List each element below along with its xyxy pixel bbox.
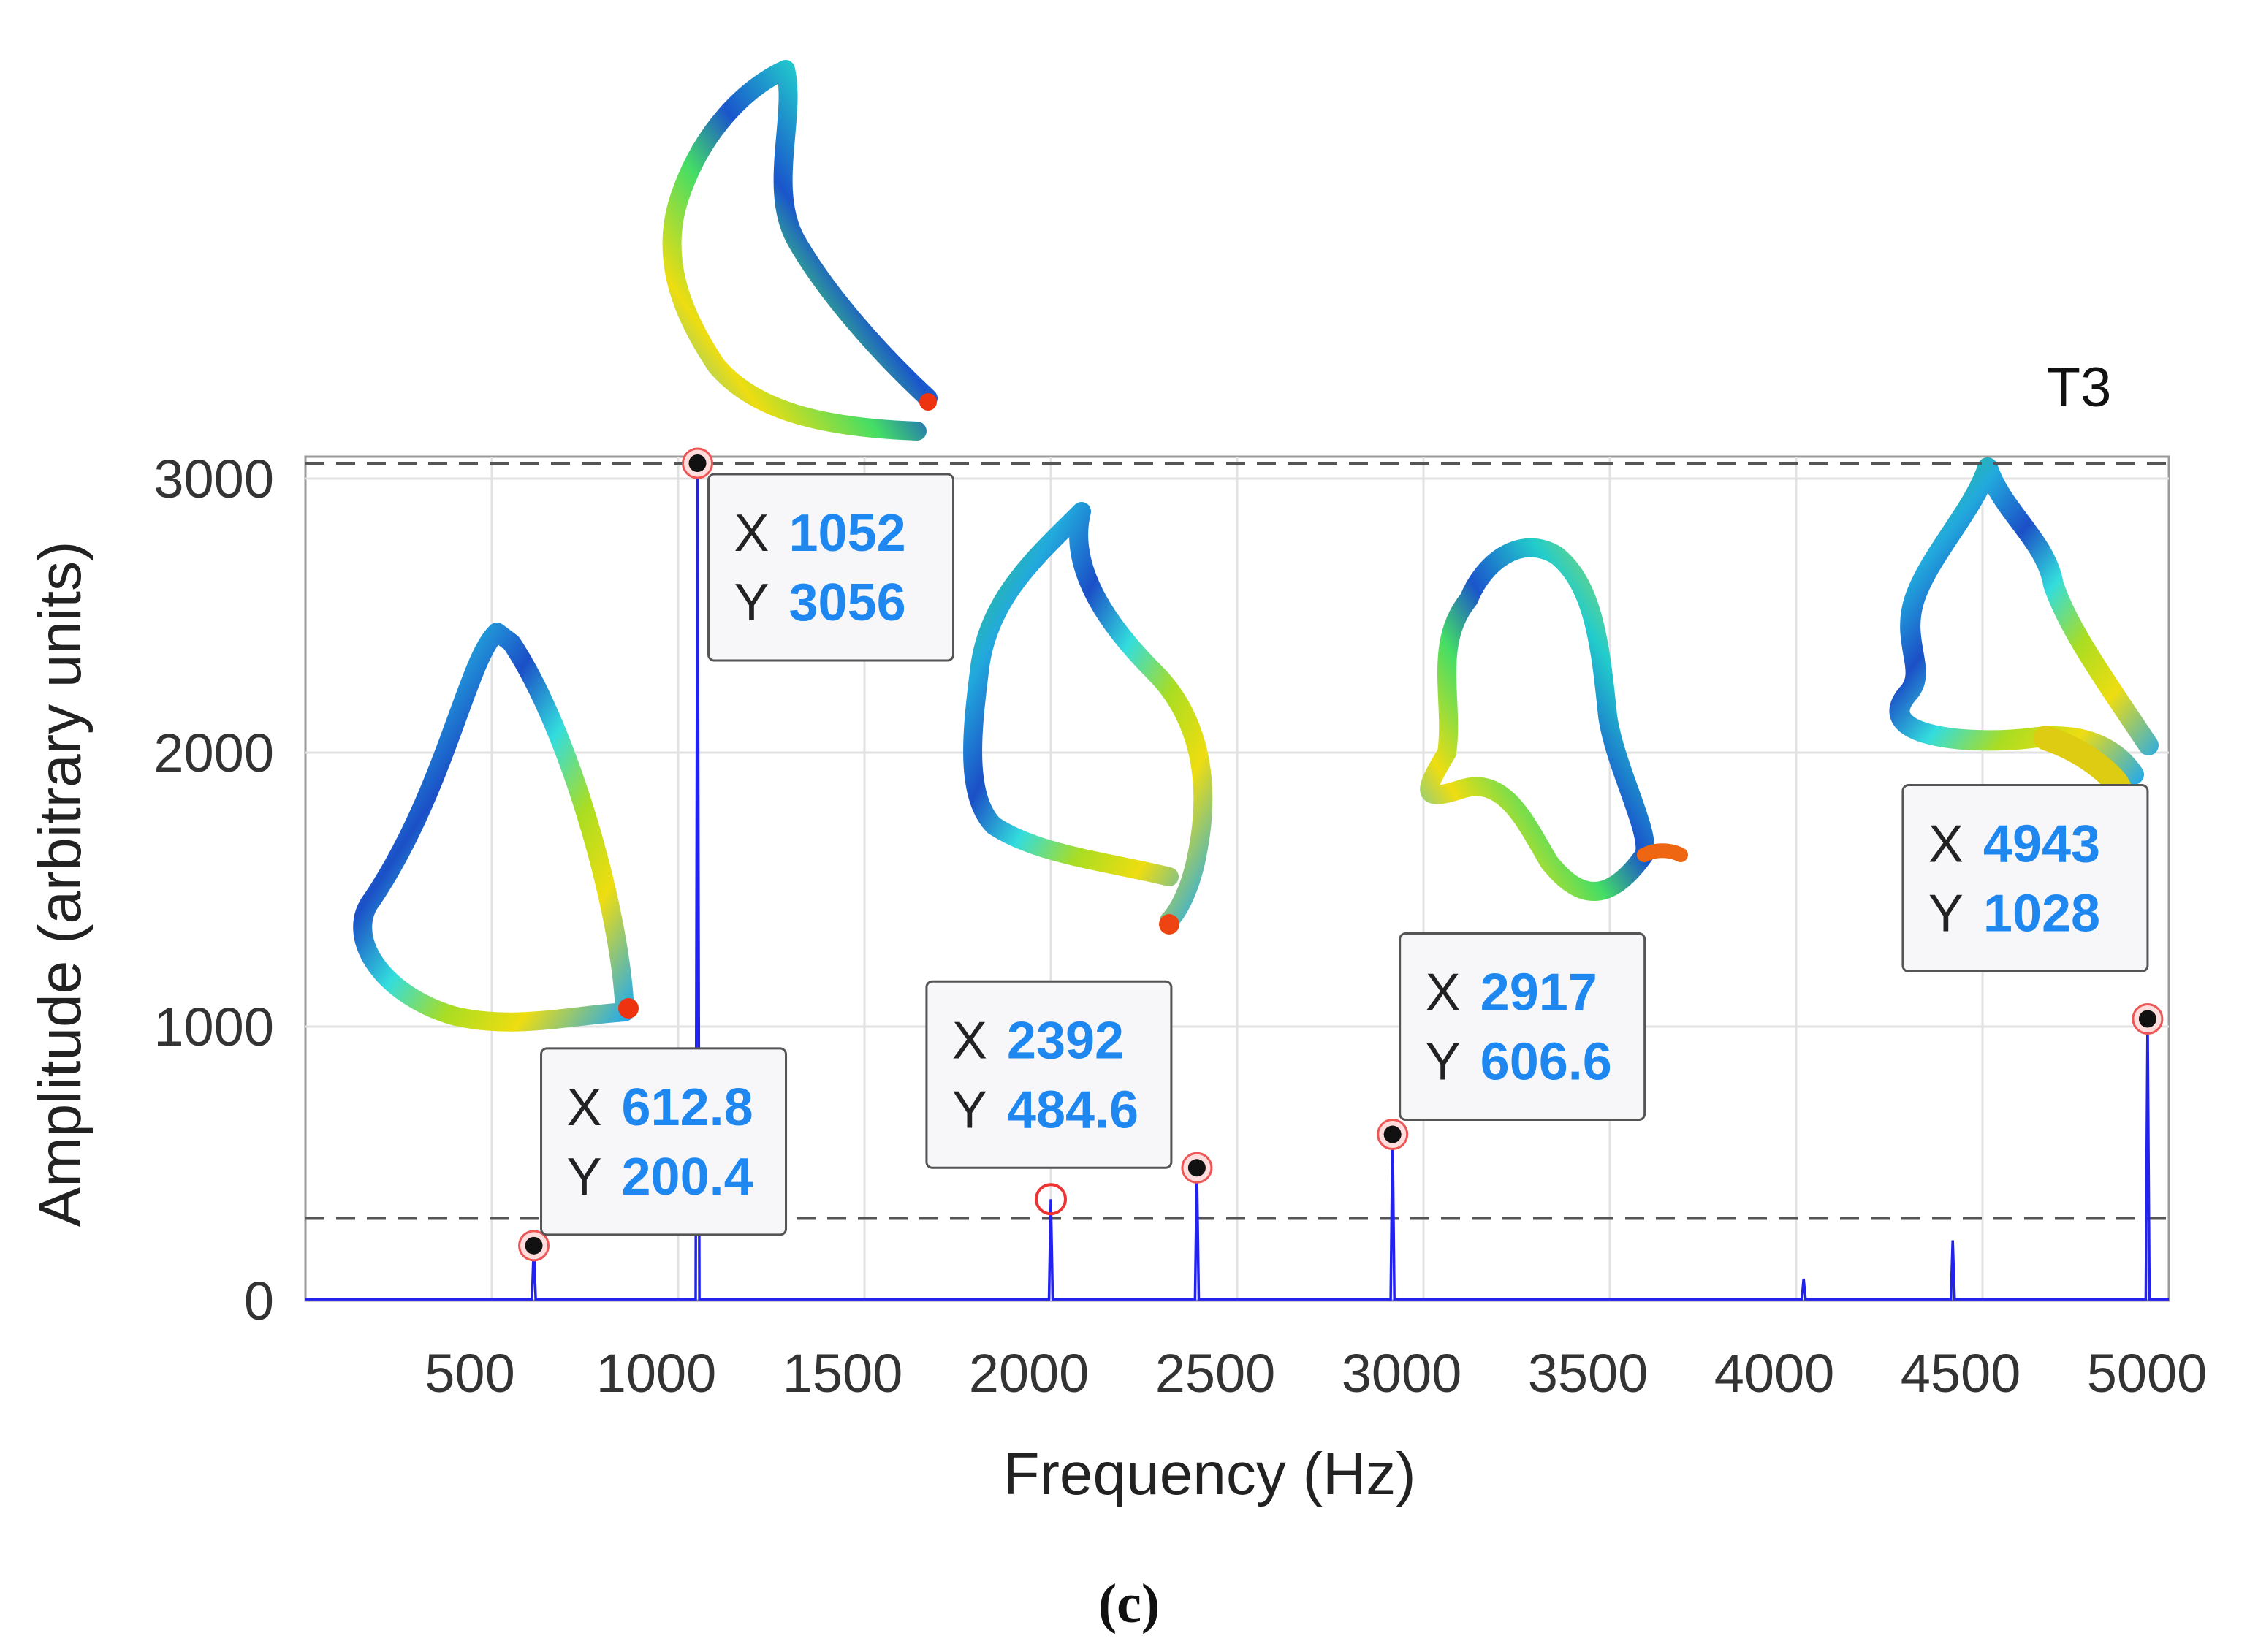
datatip-y-value: 1028 [1983, 885, 2100, 943]
datatip-box [1399, 932, 1646, 1122]
x-tick-label: 1000 [596, 1343, 717, 1404]
peak-marker-hollow [1035, 1183, 1067, 1216]
figure-caption: (c) [1098, 1573, 1160, 1634]
datatip-box [540, 1047, 788, 1236]
datatip-y-label: Y [734, 574, 769, 632]
x-tick-label: 3500 [1528, 1343, 1649, 1404]
datatip-y-value: 3056 [789, 574, 906, 632]
x-tick-labels: 500 1000 1500 2000 2500 3000 3500 4000 4500 5000 [425, 1343, 2207, 1404]
datatip-x-label: X [1928, 815, 1964, 874]
datatip-x-label: X [1426, 964, 1461, 1022]
y-tick-labels: 0 1000 2000 3000 [153, 449, 274, 1331]
datatip: X 4943 Y 1028 [1901, 784, 2149, 972]
x-tick-label: 2500 [1155, 1343, 1276, 1404]
datatip-x-label: X [734, 504, 769, 563]
peak-marker [1383, 1125, 1402, 1143]
peak-marker [1187, 1159, 1206, 1177]
x-axis-title: Frequency (Hz) [1003, 1441, 1415, 1507]
datatip-y-value: 484.6 [1007, 1081, 1138, 1139]
datatip: X 2392 Y 484.6 [925, 980, 1173, 1169]
datatip-x-value: 1052 [789, 504, 906, 563]
mode-shape-1 [353, 623, 634, 1032]
datatip-y-value: 200.4 [622, 1148, 753, 1206]
datatip-x-label: X [567, 1078, 602, 1137]
x-tick-label: 2000 [969, 1343, 1090, 1404]
datatip-x-value: 2392 [1007, 1011, 1124, 1070]
datatip-y-label: Y [567, 1148, 602, 1206]
datatip: X 612.8 Y 200.4 [540, 1047, 788, 1236]
datatip-y-label: Y [1928, 885, 1964, 943]
mode-shape-illustrations [353, 60, 2159, 1032]
datatip-box [925, 980, 1173, 1169]
datatip-x-value: 612.8 [622, 1078, 753, 1137]
x-tick-label: 5000 [2087, 1343, 2208, 1404]
peak-marker [2138, 1010, 2156, 1028]
datatip: X 2917 Y 606.6 [1399, 932, 1646, 1122]
mode-shape-4 [1420, 538, 1655, 901]
peak-marker [525, 1236, 543, 1255]
y-tick-label: 1000 [153, 997, 274, 1057]
y-axis-title: Amplitude (arbitrary units) [27, 541, 94, 1227]
x-tick-label: 4500 [1901, 1343, 2021, 1404]
peak-marker [688, 454, 707, 472]
datatip-box [707, 473, 955, 662]
x-tick-label: 500 [425, 1343, 514, 1404]
datatip-y-value: 606.6 [1480, 1033, 1612, 1092]
y-tick-label: 2000 [153, 723, 274, 783]
x-tick-label: 3000 [1342, 1343, 1462, 1404]
mode-shape-2 [662, 60, 938, 441]
y-tick-label: 3000 [153, 449, 274, 509]
mode-shape-3 [963, 502, 1213, 930]
datatip: X 1052 Y 3056 [707, 473, 955, 662]
corner-label: T3 [2047, 357, 2112, 419]
datatip-x-label: X [952, 1011, 987, 1070]
datatip-x-value: 2917 [1480, 964, 1597, 1022]
y-tick-label: 0 [244, 1271, 274, 1331]
x-tick-label: 1500 [783, 1343, 903, 1404]
x-tick-label: 4000 [1714, 1343, 1835, 1404]
datatip-y-label: Y [952, 1081, 987, 1139]
datatip-x-value: 4943 [1983, 815, 2100, 874]
datatip-box [1901, 784, 2149, 972]
datatip-y-label: Y [1426, 1033, 1461, 1092]
peak-markers [518, 447, 2164, 1262]
